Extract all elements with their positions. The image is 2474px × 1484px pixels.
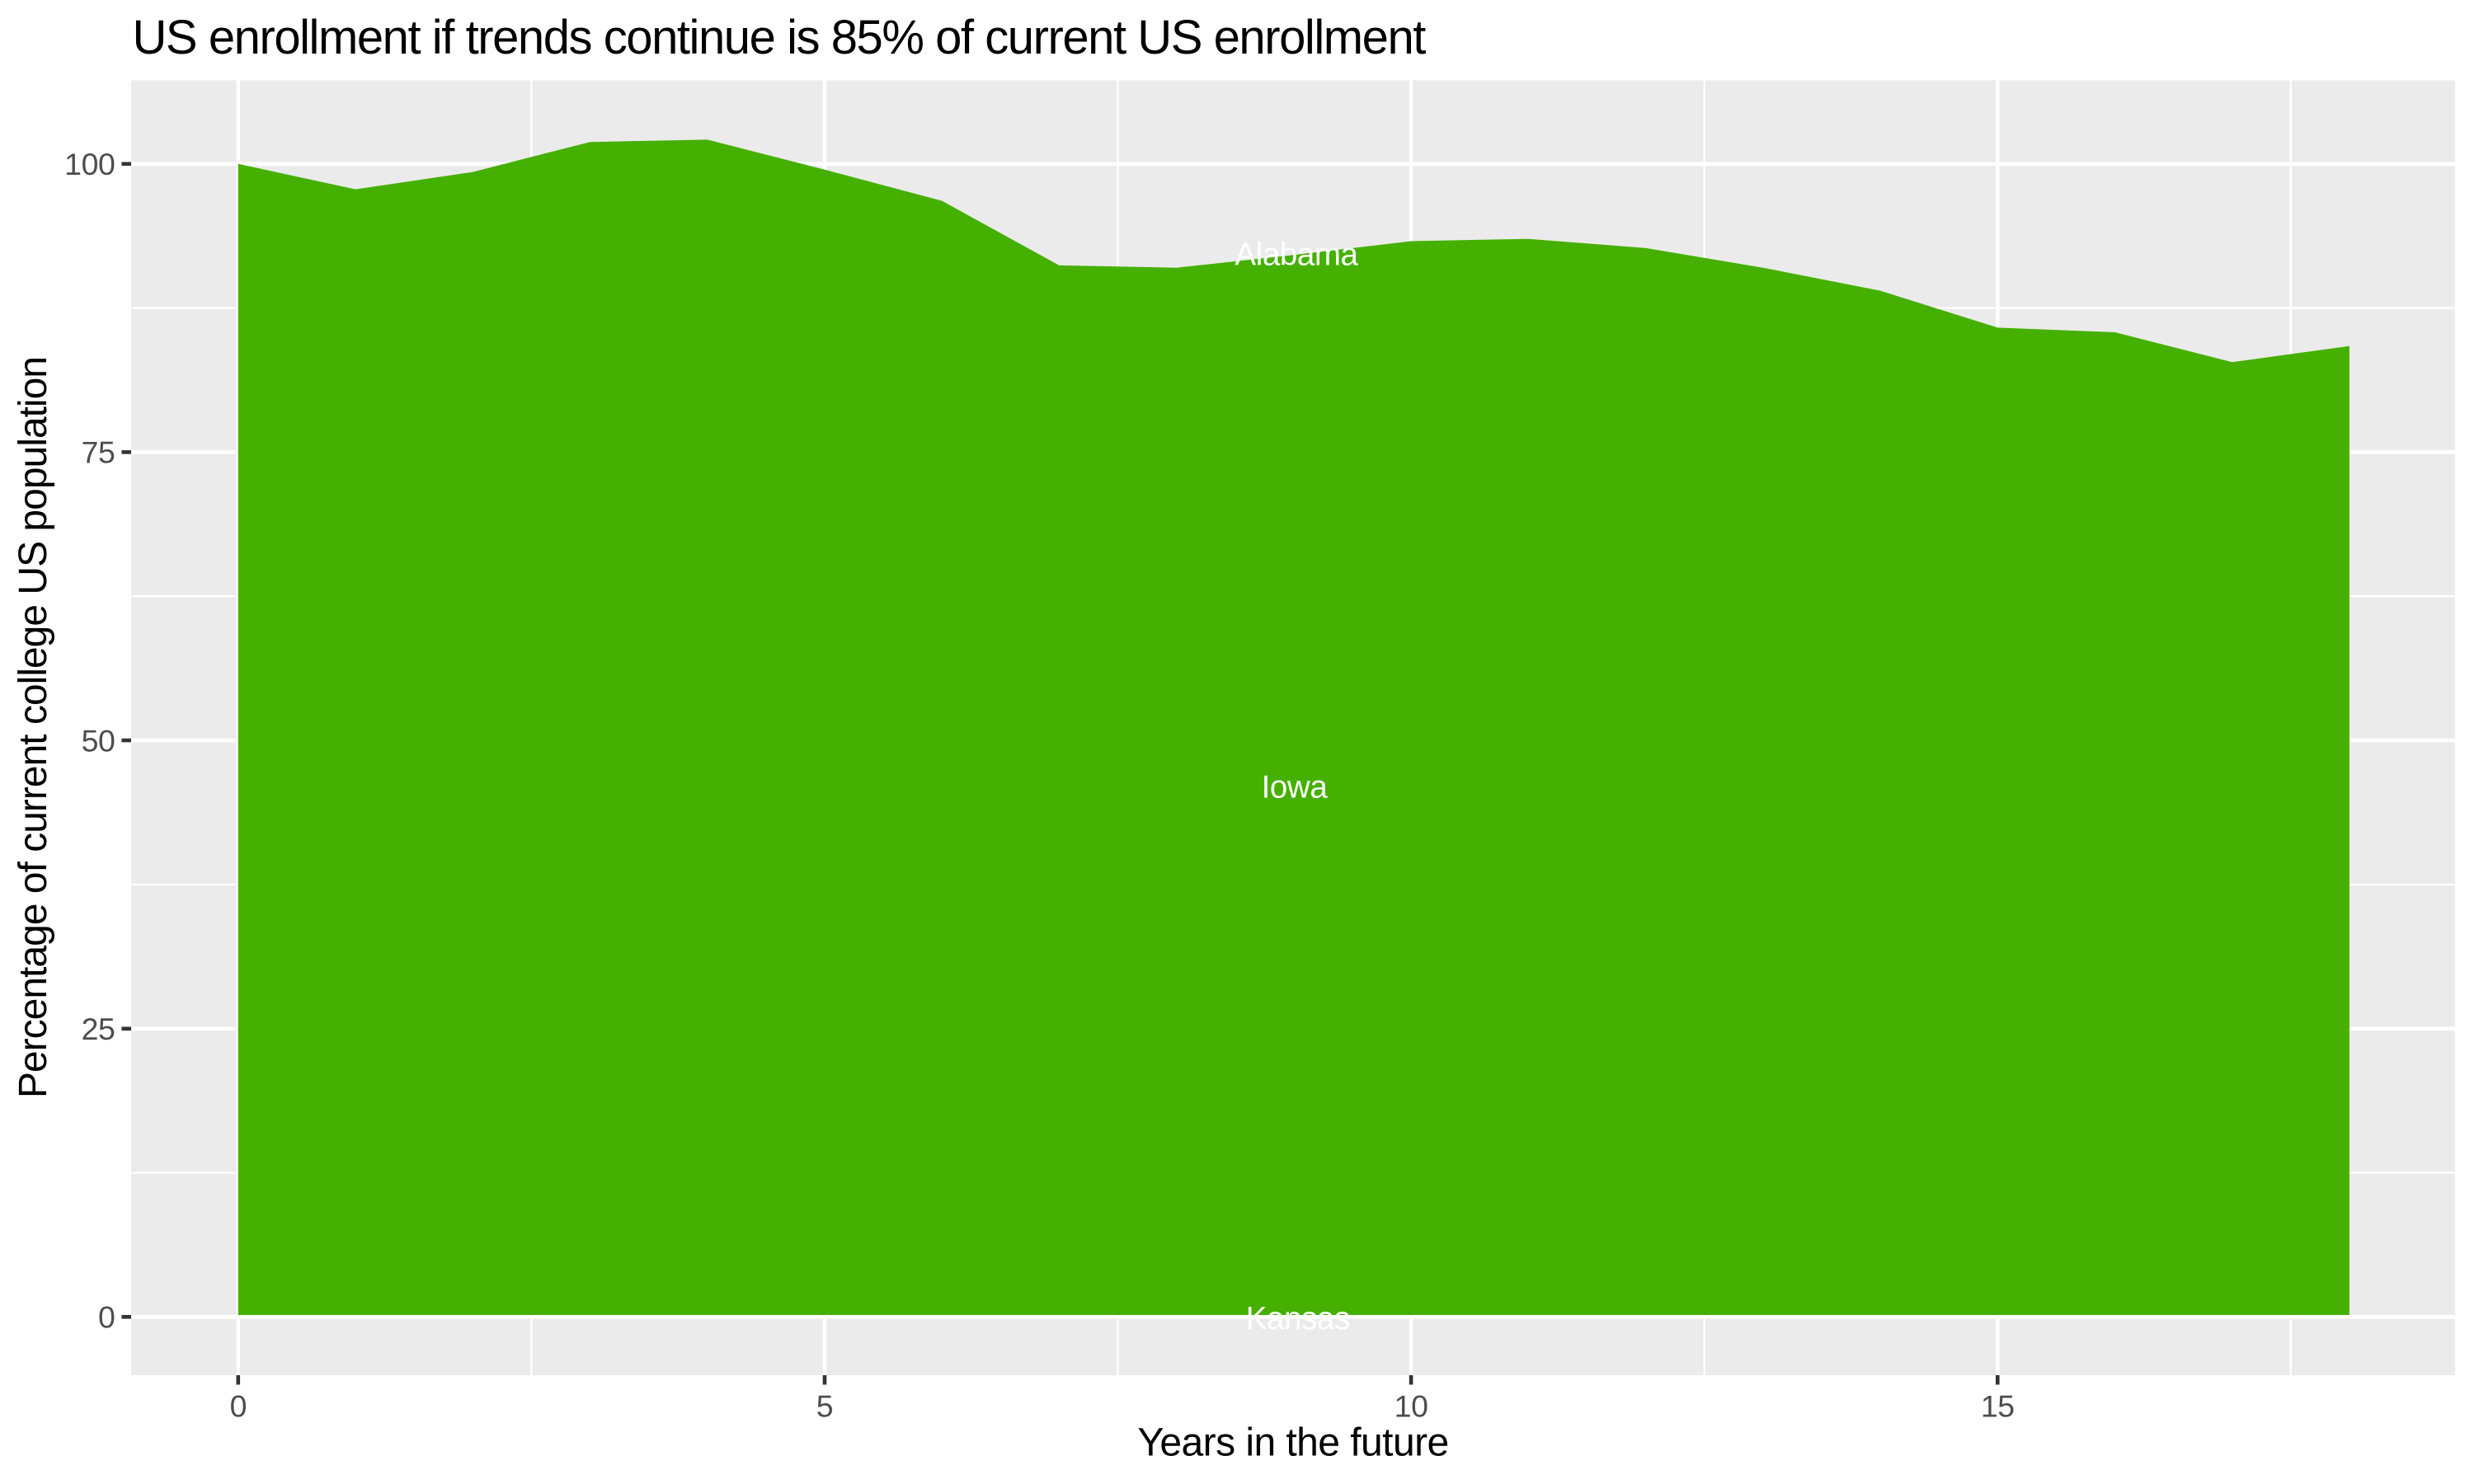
svg-text:100: 100 [64,147,115,181]
svg-text:75: 75 [82,435,115,470]
svg-text:0: 0 [98,1300,115,1335]
svg-text:50: 50 [82,723,115,758]
svg-text:10: 10 [1395,1389,1428,1424]
svg-text:5: 5 [816,1389,833,1424]
svg-text:US enrollment if trends contin: US enrollment if trends continue is 85% … [133,11,1427,64]
svg-text:Percentage of current college: Percentage of current college US populat… [12,357,55,1098]
svg-text:Iowa: Iowa [1262,770,1329,805]
svg-text:Alabama: Alabama [1235,237,1358,273]
svg-text:Kansas: Kansas [1246,1301,1350,1336]
svg-text:15: 15 [1981,1389,2015,1424]
svg-text:25: 25 [82,1012,115,1046]
svg-text:0: 0 [230,1389,247,1424]
svg-text:Years in the future: Years in the future [1137,1421,1448,1464]
